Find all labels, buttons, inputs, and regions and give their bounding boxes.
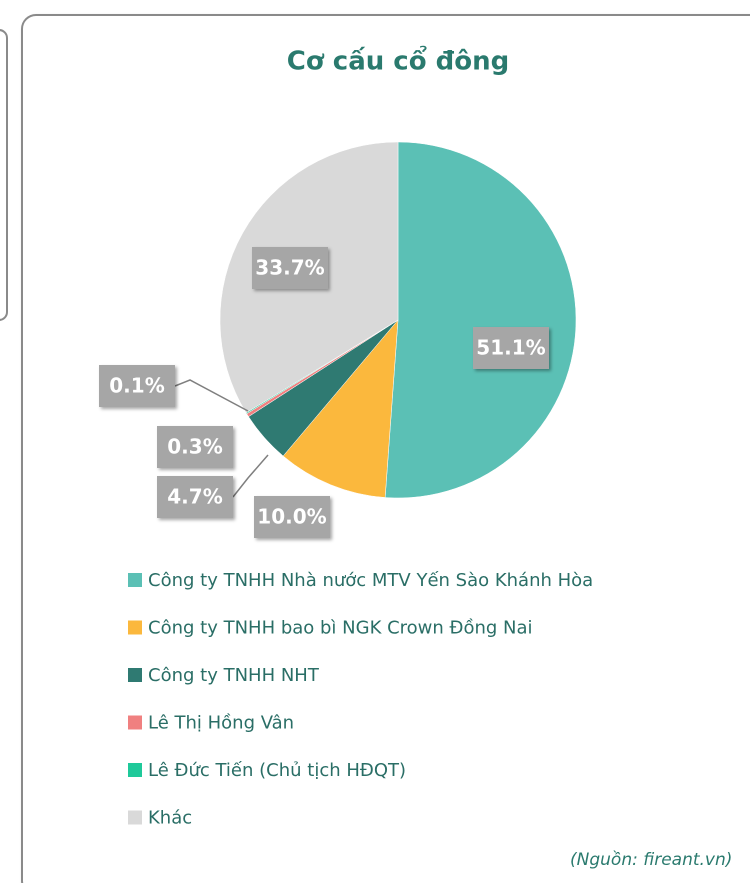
side-card — [0, 29, 8, 321]
legend-label: Công ty TNHH Nhà nước MTV Yến Sào Khánh … — [148, 570, 593, 591]
source-note: (Nguồn: fireant.vn) — [570, 849, 732, 870]
legend-label: Lê Thị Hồng Vân — [148, 713, 294, 734]
data-label: 33.7% — [255, 256, 324, 280]
data-label-box — [157, 476, 233, 518]
legend-swatch — [128, 810, 142, 825]
data-label-box — [252, 247, 328, 289]
legend-label: Lê Đức Tiến (Chủ tịch HĐQT) — [148, 760, 406, 781]
data-label: 0.1% — [109, 374, 164, 398]
data-label: 51.1% — [476, 336, 545, 360]
pie-slice — [384, 141, 577, 499]
data-label-box — [473, 327, 549, 369]
legend-label: Công ty TNHH NHT — [148, 665, 320, 686]
data-label: 4.7% — [167, 485, 222, 509]
legend-label: Khác — [148, 808, 192, 829]
leader-line — [174, 379, 249, 412]
legend-swatch — [128, 715, 142, 730]
data-label-box — [99, 365, 175, 407]
legend-swatch — [128, 668, 142, 682]
data-label: 10.0% — [257, 505, 326, 529]
legend-swatch — [128, 573, 142, 587]
leader-line — [232, 454, 269, 498]
pie-slice — [282, 319, 399, 498]
legend-swatch — [128, 763, 142, 777]
chart-title: Cơ cấu cổ đông — [287, 44, 509, 77]
legend-label: Công ty TNHH bao bì NGK Crown Đồng Nai — [148, 618, 533, 639]
legend-swatch — [128, 620, 142, 635]
data-label-box — [254, 496, 330, 538]
data-label: 0.3% — [167, 435, 222, 459]
data-label-box — [157, 426, 233, 468]
